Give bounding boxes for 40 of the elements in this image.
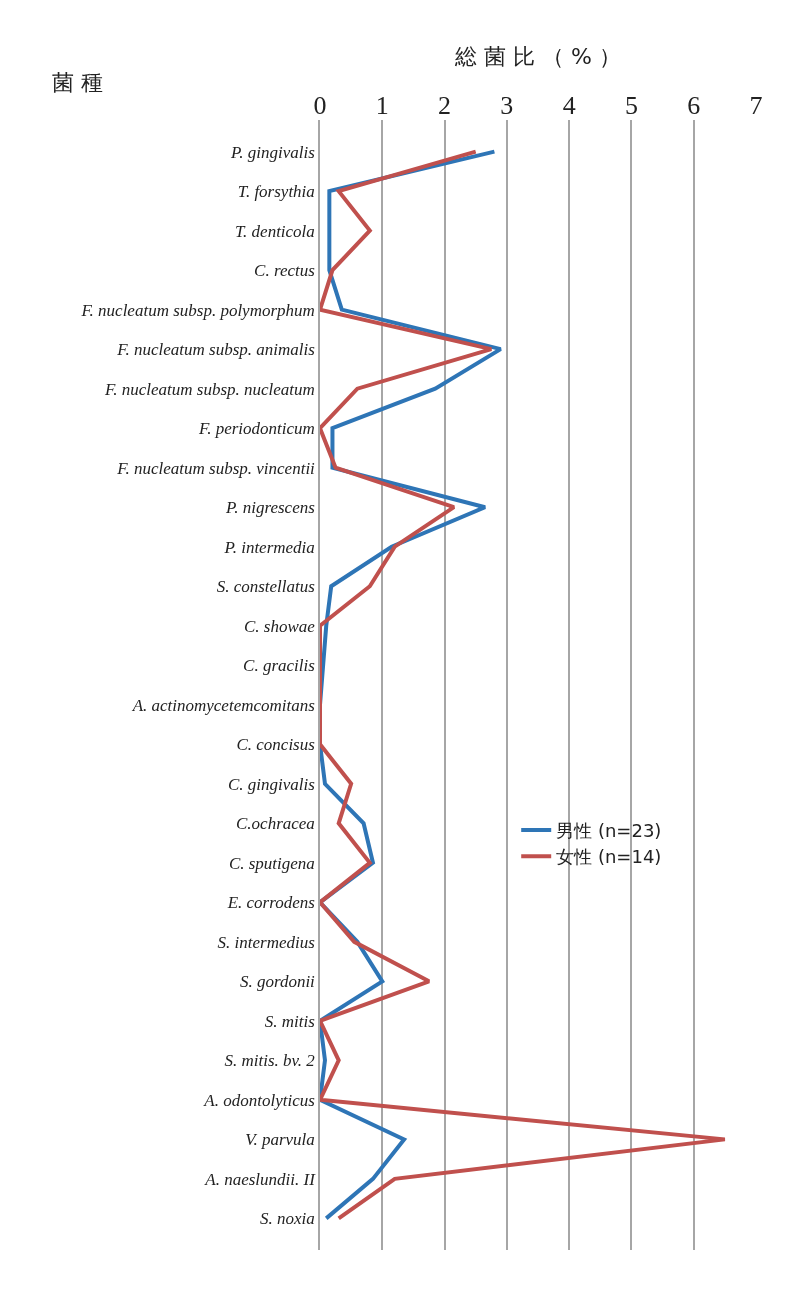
x-tick-label: 0 [313, 90, 327, 120]
y-tick-label: T. forsythia [237, 182, 315, 202]
y-axis-title: 菌 種 [52, 70, 103, 95]
legend-label: 女性 (n=14) [556, 846, 662, 868]
y-tick-label: C. showae [244, 616, 316, 636]
y-tick-label: C. rectus [254, 261, 316, 281]
y-tick-label: A. odontolyticus [203, 1090, 316, 1110]
y-tick-label: F. nucleatum subsp. animalis [116, 340, 316, 360]
y-tick-label: S. mitis [264, 1011, 316, 1031]
y-tick-label: P. nigrescens [225, 498, 316, 518]
y-tick-label: P. gingivalis [230, 142, 316, 162]
y-tick-label: C.ochracea [236, 814, 315, 834]
y-tick-label: S. mitis. bv. 2 [224, 1051, 316, 1071]
y-tick-label: F. nucleatum subsp. vincentii [116, 458, 316, 478]
y-tick-label: F. periodonticum [197, 419, 315, 439]
y-tick-label: V. parvula [245, 1130, 315, 1150]
y-tick-label: C. gingivalis [227, 774, 316, 794]
y-tick-label: A. naeslundii. II [204, 1169, 317, 1189]
y-tick-label: E. corrodens [226, 893, 316, 913]
x-tick-label: 7 [749, 90, 763, 120]
x-tick-label: 2 [438, 90, 452, 120]
x-tick-label: 4 [562, 90, 576, 120]
y-tick-label: C. concisus [236, 735, 316, 755]
y-tick-label: C. gracilis [243, 656, 316, 676]
x-axis-title: 総 菌 比 （ % ） [454, 43, 621, 69]
y-tick-label: F. nucleatum subsp. nucleatum [104, 379, 315, 399]
y-tick-label: T. denticola [234, 221, 315, 241]
legend-label: 男性 (n=23) [556, 819, 662, 841]
y-tick-label: P. intermedia [223, 537, 315, 557]
y-tick-label: S. gordonii [239, 972, 316, 992]
x-tick-label: 5 [624, 90, 638, 120]
x-tick-label: 6 [687, 90, 701, 120]
y-tick-label: S. noxia [260, 1209, 315, 1229]
y-tick-label: A. actinomycetemcomitans [131, 695, 316, 715]
y-tick-label: S. constellatus [216, 577, 316, 597]
y-tick-label: S. intermedius [217, 932, 316, 952]
x-tick-label: 1 [375, 90, 389, 120]
y-tick-label: C. sputigena [228, 853, 315, 873]
x-tick-label: 3 [500, 90, 514, 120]
y-tick-label: F. nucleatum subsp. polymorphum [80, 300, 315, 320]
